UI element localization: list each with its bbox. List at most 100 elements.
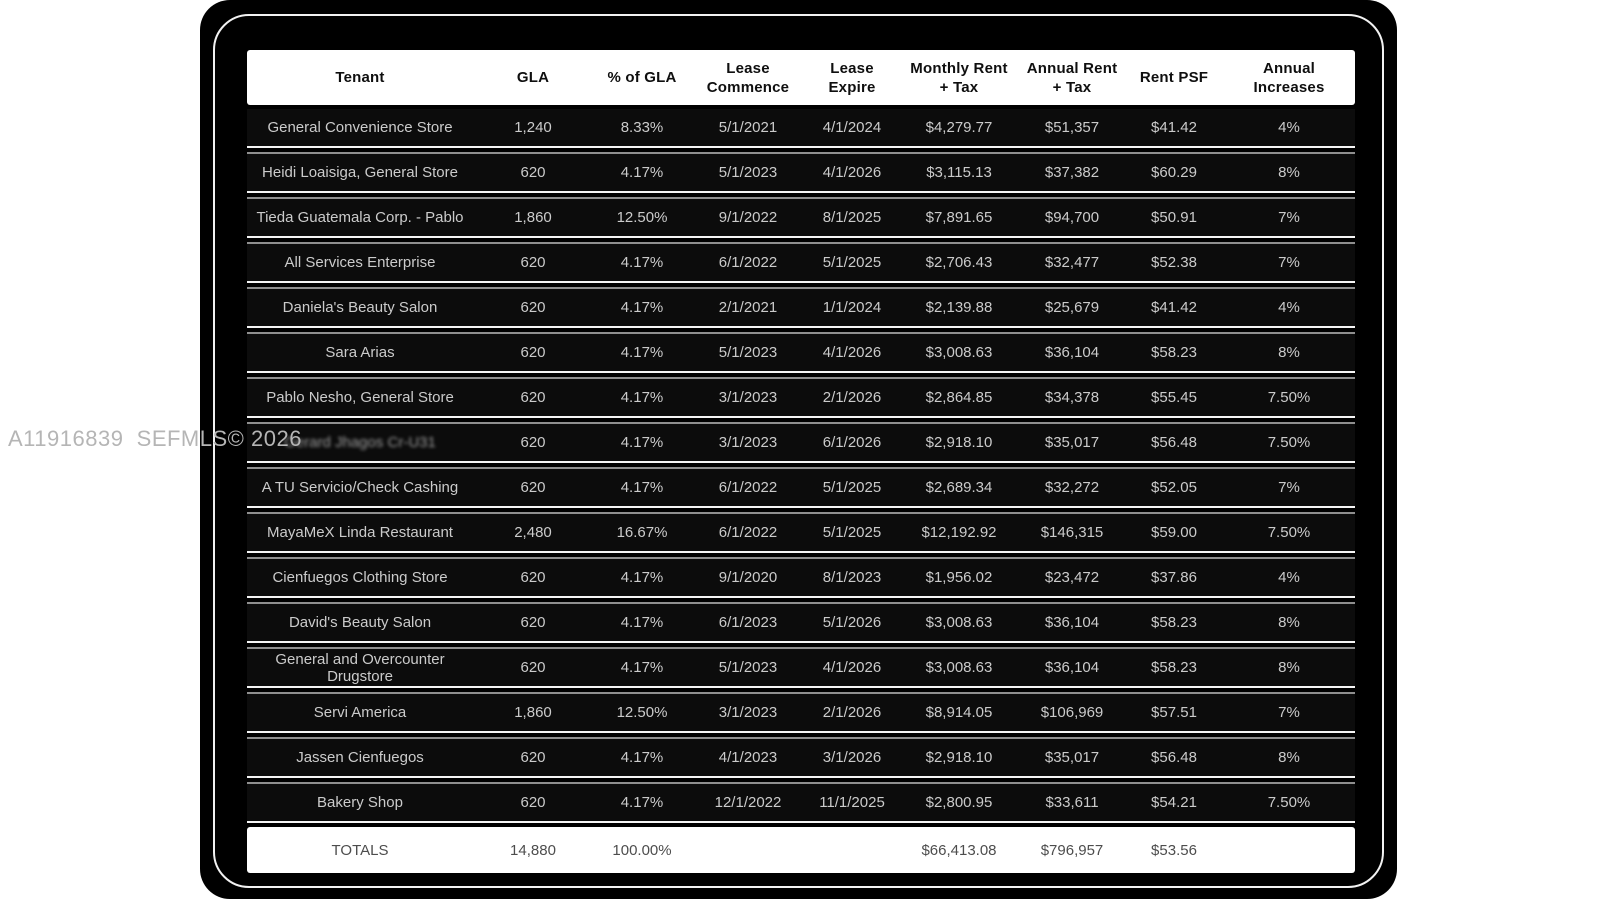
table-row: General Convenience Store 1,240 8.33% 5/1/2…: [247, 109, 1355, 148]
gla-cell: 1,860: [514, 704, 552, 721]
lease-expire-cell: 4/1/2026: [822, 164, 882, 181]
annual-increase-cell: 8%: [1278, 164, 1300, 181]
annual-rent-cell: $36,104: [1044, 614, 1100, 631]
table-row: A TU Servicio/Check Cashing 620 4.17% 6/1/2…: [247, 467, 1355, 508]
rent-psf-cell: $54.21: [1151, 794, 1197, 811]
table-row: Bakery Shop 620 4.17% 12/1/2022 11/1/2025 $2,…: [247, 782, 1355, 823]
table-row: Jassen Cienfuegos 620 4.17% 4/1/2023 3/1/202…: [247, 737, 1355, 778]
column-header-annual-rent: Annual Rent + Tax: [1026, 59, 1118, 96]
pct-gla-cell: 4.17%: [620, 659, 664, 676]
gla-cell: 620: [520, 749, 546, 766]
annual-increase-cell: 7%: [1278, 254, 1300, 271]
table-row: MayaMeX Linda Restaurant 2,480 16.67% 6/1/2…: [247, 512, 1355, 553]
annual-rent-cell: $35,017: [1044, 434, 1100, 451]
column-header-rent-psf: Rent PSF: [1139, 69, 1209, 86]
lease-commence-cell: 6/1/2023: [718, 614, 778, 631]
lease-commence-cell: 5/1/2023: [718, 164, 778, 181]
monthly-rent-cell: $2,706.43: [925, 254, 993, 271]
annual-increase-cell: 7.50%: [1267, 794, 1311, 811]
lease-expire-cell: 4/1/2024: [822, 119, 882, 136]
table-body: General Convenience Store 1,240 8.33% 5/1/2…: [247, 109, 1355, 823]
annual-increase-cell: 8%: [1278, 344, 1300, 361]
lease-expire-cell: 1/1/2024: [822, 299, 882, 316]
annual-rent-cell: $32,272: [1044, 479, 1100, 496]
totals-row: TOTALS 14,880 100.00% $66,413.08 $796,95…: [247, 827, 1355, 873]
pct-gla-cell: 4.17%: [620, 389, 664, 406]
tenant-cell: Tieda Guatemala Corp. - Pablo: [256, 209, 464, 226]
tenant-cell: General Convenience Store: [267, 119, 453, 136]
tenant-cell: Gerard Jhagos Cr-U31: [284, 434, 436, 451]
gla-cell: 1,240: [514, 119, 552, 136]
rent-psf-cell: $58.23: [1151, 344, 1197, 361]
table-row: Gerard Jhagos Cr-U31 620 4.17% 3/1/2023 6/1/…: [247, 422, 1355, 463]
tenant-cell: MayaMeX Linda Restaurant: [267, 524, 453, 541]
monthly-rent-cell: $3,008.63: [925, 659, 993, 676]
gla-cell: 620: [520, 164, 546, 181]
table-row: Cienfuegos Clothing Store 620 4.17% 9/1/202…: [247, 557, 1355, 598]
pct-gla-cell: 4.17%: [620, 254, 664, 271]
table-row: Tieda Guatemala Corp. - Pablo 1,860 12.50%…: [247, 197, 1355, 238]
rent-psf-cell: $55.45: [1151, 389, 1197, 406]
lease-expire-cell: 4/1/2026: [822, 659, 882, 676]
monthly-rent-cell: $4,279.77: [925, 119, 993, 136]
gla-cell: 620: [520, 659, 546, 676]
monthly-rent-cell: $2,864.85: [925, 389, 993, 406]
annual-rent-cell: $23,472: [1044, 569, 1100, 586]
gla-cell: 620: [520, 389, 546, 406]
pct-gla-cell: 4.17%: [620, 569, 664, 586]
annual-rent-cell: $33,611: [1045, 794, 1099, 811]
totals-monthly-rent: $66,413.08: [921, 841, 997, 859]
tenant-cell: Jassen Cienfuegos: [296, 749, 424, 766]
annual-rent-cell: $35,017: [1044, 749, 1100, 766]
lease-commence-cell: 12/1/2022: [714, 794, 782, 811]
monthly-rent-cell: $3,008.63: [925, 344, 993, 361]
pct-gla-cell: 4.17%: [620, 299, 664, 316]
table-row: General and Overcounter Drugstore 620 4.17…: [247, 647, 1355, 688]
lease-commence-cell: 4/1/2023: [718, 749, 778, 766]
monthly-rent-cell: $2,918.10: [925, 434, 993, 451]
rent-psf-cell: $56.48: [1151, 749, 1197, 766]
annual-rent-cell: $94,700: [1044, 209, 1100, 226]
totals-gla: 14,880: [510, 841, 556, 859]
tenant-cell: Cienfuegos Clothing Store: [272, 569, 448, 586]
totals-rent-psf: $53.56: [1151, 841, 1197, 859]
annual-rent-cell: $106,969: [1040, 704, 1104, 721]
lease-commence-cell: 2/1/2021: [718, 299, 778, 316]
column-header-monthly-rent: Monthly Rent + Tax: [910, 59, 1008, 96]
gla-cell: 1,860: [514, 209, 552, 226]
rent-roll-panel: Tenant GLA % of GLA Lease Commence Lease…: [200, 0, 1397, 899]
lease-expire-cell: 8/1/2025: [822, 209, 882, 226]
monthly-rent-cell: $7,891.65: [925, 209, 993, 226]
monthly-rent-cell: $8,914.05: [925, 704, 993, 721]
lease-expire-cell: 8/1/2023: [822, 569, 882, 586]
lease-expire-cell: 5/1/2025: [822, 479, 882, 496]
annual-increase-cell: 7%: [1278, 479, 1300, 496]
table-row: David's Beauty Salon 620 4.17% 6/1/2023 5/1/…: [247, 602, 1355, 643]
gla-cell: 620: [520, 344, 546, 361]
column-header-lease-commence: Lease Commence: [706, 59, 790, 96]
annual-increase-cell: 7.50%: [1267, 524, 1311, 541]
lease-expire-cell: 5/1/2025: [822, 524, 882, 541]
rent-psf-cell: $56.48: [1151, 434, 1197, 451]
gla-cell: 620: [520, 434, 546, 451]
monthly-rent-cell: $3,115.13: [926, 164, 992, 181]
tenant-cell: David's Beauty Salon: [288, 614, 432, 631]
monthly-rent-cell: $2,689.34: [925, 479, 993, 496]
monthly-rent-cell: $12,192.92: [921, 524, 997, 541]
annual-rent-cell: $25,679: [1044, 299, 1100, 316]
lease-commence-cell: 6/1/2022: [718, 524, 778, 541]
totals-annual-rent: $796,957: [1040, 841, 1104, 859]
lease-commence-cell: 9/1/2022: [718, 209, 778, 226]
totals-pct-gla: 100.00%: [612, 841, 672, 859]
pct-gla-cell: 8.33%: [620, 119, 664, 136]
lease-commence-cell: 6/1/2022: [718, 254, 778, 271]
table-row: Daniela's Beauty Salon 620 4.17% 2/1/2021 1/…: [247, 287, 1355, 328]
table-row: Pablo Nesho, General Store 620 4.17% 3/1/20…: [247, 377, 1355, 418]
monthly-rent-cell: $2,918.10: [925, 749, 993, 766]
lease-commence-cell: 9/1/2020: [718, 569, 778, 586]
tenant-cell: Bakery Shop: [317, 794, 403, 811]
annual-rent-cell: $34,378: [1044, 389, 1100, 406]
monthly-rent-cell: $2,139.88: [925, 299, 993, 316]
table-row: Sara Arias 620 4.17% 5/1/2023 4/1/2026 $3,008…: [247, 332, 1355, 373]
